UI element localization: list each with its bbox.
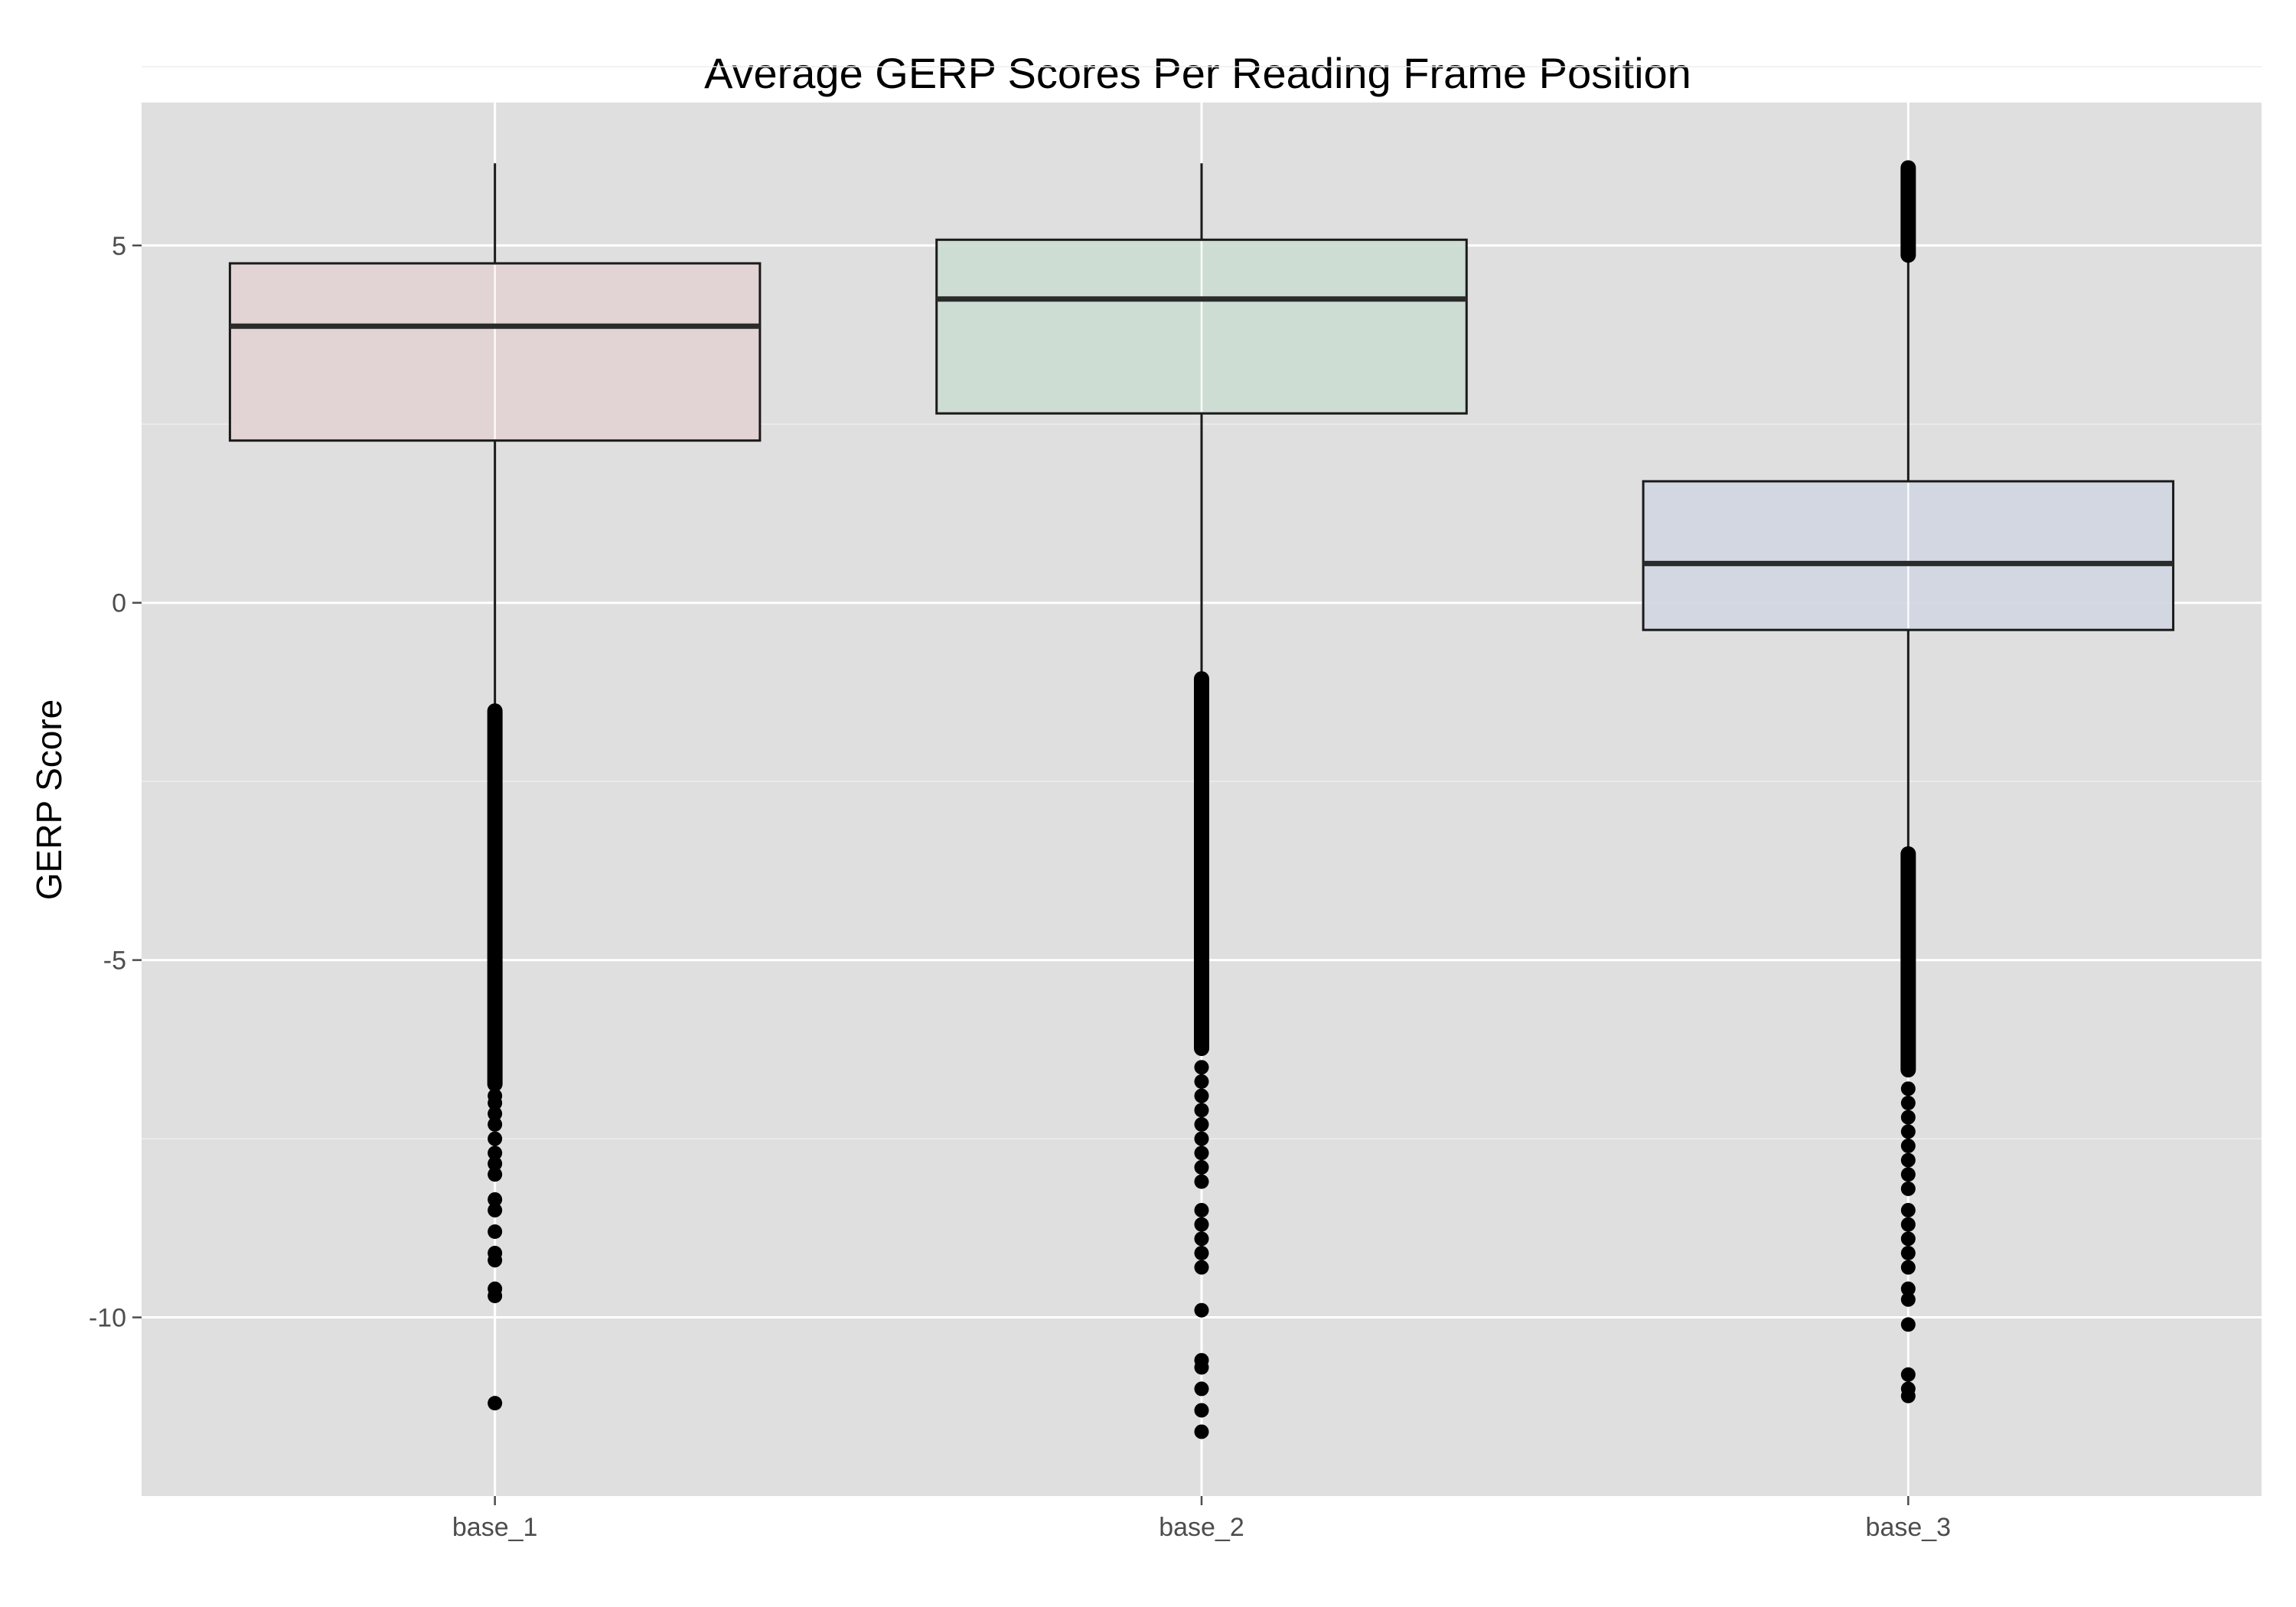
- outlier-point: [1900, 1152, 1916, 1168]
- outlier-point: [1900, 1167, 1916, 1182]
- outlier-point: [1194, 1146, 1209, 1161]
- outlier-point: [488, 1156, 503, 1172]
- outlier-point: [1900, 1124, 1916, 1139]
- outlier-point: [1194, 1217, 1209, 1232]
- outlier-point: [1900, 1388, 1916, 1403]
- x-tick-label: base_2: [1159, 1513, 1244, 1542]
- outlier-point: [1900, 1281, 1916, 1296]
- outlier-cluster: [487, 703, 503, 1092]
- outlier-point: [1194, 1174, 1209, 1189]
- outlier-point: [1900, 1081, 1916, 1097]
- outlier-point: [1194, 1202, 1209, 1217]
- outlier-point: [488, 1191, 503, 1207]
- outlier-point: [1194, 1360, 1209, 1375]
- outlier-point: [488, 1167, 503, 1182]
- outlier-point: [1194, 1159, 1209, 1175]
- outlier-point: [488, 1224, 503, 1239]
- outlier-cluster: [1900, 160, 1916, 263]
- outlier-point: [1194, 1403, 1209, 1418]
- outlier-point: [1194, 1245, 1209, 1260]
- box-base_3: [1642, 160, 2175, 1403]
- outlier-point: [1900, 1292, 1916, 1307]
- outlier-point: [488, 1131, 503, 1146]
- outlier-cluster: [1194, 671, 1209, 1057]
- outlier-point: [488, 1396, 503, 1411]
- y-tick-label: 0: [112, 589, 126, 618]
- outlier-point: [1900, 1095, 1916, 1110]
- outlier-point: [1900, 1317, 1916, 1332]
- box-base_2: [935, 163, 1468, 1439]
- outlier-point: [1900, 1110, 1916, 1125]
- outlier-cluster: [1900, 846, 1916, 1078]
- outlier-point: [1900, 1367, 1916, 1382]
- outlier-point: [1194, 1074, 1209, 1089]
- y-tick-label: 5: [112, 232, 126, 261]
- chart-title: Average GERP Scores Per Reading Frame Po…: [704, 49, 1691, 97]
- outlier-point: [1194, 1131, 1209, 1146]
- x-tick-label: base_3: [1866, 1513, 1952, 1542]
- outlier-point: [1900, 1245, 1916, 1260]
- y-tick-label: -10: [89, 1304, 126, 1333]
- outlier-point: [488, 1095, 503, 1110]
- outlier-point: [1194, 1060, 1209, 1075]
- x-tick-label: base_1: [452, 1513, 538, 1542]
- outlier-point: [1194, 1088, 1209, 1103]
- outlier-point: [1900, 1217, 1916, 1232]
- outlier-point: [488, 1289, 503, 1304]
- outlier-point: [1194, 1103, 1209, 1118]
- outlier-point: [1194, 1260, 1209, 1275]
- box-base_1: [228, 163, 762, 1411]
- outlier-point: [1194, 1231, 1209, 1247]
- outlier-point: [488, 1253, 503, 1268]
- outlier-point: [1194, 1381, 1209, 1397]
- outlier-point: [1194, 1116, 1209, 1132]
- outlier-point: [1194, 1424, 1209, 1439]
- outlier-point: [488, 1116, 503, 1132]
- outlier-point: [1194, 1302, 1209, 1318]
- outlier-point: [1900, 1231, 1916, 1247]
- outlier-point: [488, 1146, 503, 1161]
- outlier-point: [1900, 1181, 1916, 1196]
- outlier-point: [1900, 1260, 1916, 1275]
- y-tick-label: -5: [103, 947, 126, 976]
- outlier-point: [488, 1202, 503, 1217]
- outlier-point: [1900, 1138, 1916, 1153]
- y-axis-label: GERP Score: [29, 699, 69, 900]
- outlier-point: [488, 1106, 503, 1121]
- outlier-point: [1900, 1202, 1916, 1217]
- plot-area: 5 0 -5 -10 base_1 base_2 base_3: [89, 66, 2262, 1542]
